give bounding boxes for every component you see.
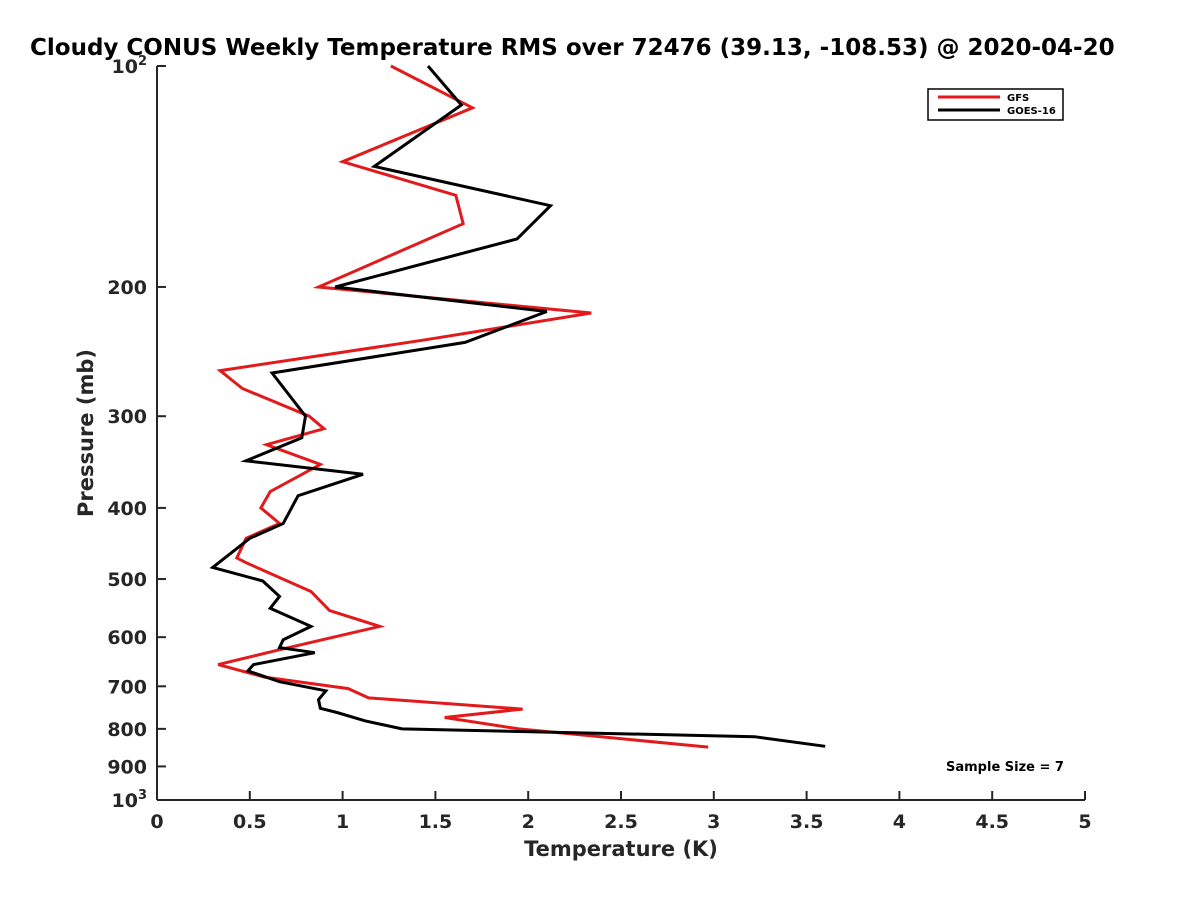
series-line-gfs (216, 64, 709, 749)
chart-title: Cloudy CONUS Weekly Temperature RMS over… (30, 35, 1115, 61)
x-axis-label: Temperature (K) (524, 837, 718, 861)
x-tick-label: 3.5 (790, 811, 824, 833)
legend-label-gfs: GFS (1007, 93, 1029, 104)
x-tick-label: 0.5 (233, 811, 267, 833)
y-tick-label: 600 (107, 627, 147, 649)
x-tick-label: 4 (893, 811, 906, 833)
sample-size-annotation: Sample Size = 7 (946, 760, 1064, 775)
y-tick-label: 102 (112, 54, 148, 78)
y-tick-label: 500 (107, 569, 147, 591)
legend-box (927, 88, 1064, 121)
series-line-goes-16 (209, 65, 826, 748)
y-axis-label: Pressure (mb) (74, 349, 98, 517)
legend-label-goes16: GOES-16 (1007, 106, 1056, 117)
x-tick-label: 3 (707, 811, 720, 833)
y-tick-label: 103 (112, 788, 148, 812)
y-tick-label: 800 (107, 719, 147, 741)
x-tick-label: 2 (522, 811, 535, 833)
x-tick-label: 2.5 (604, 811, 638, 833)
y-tick-label: 200 (107, 277, 147, 299)
x-tick-label: 1.5 (419, 811, 453, 833)
y-tick-label: 700 (107, 676, 147, 698)
x-tick-label: 5 (1078, 811, 1091, 833)
x-tick-label: 4.5 (975, 811, 1009, 833)
x-tick-label: 1 (336, 811, 349, 833)
y-tick-label: 300 (107, 406, 147, 428)
y-tick-label: 900 (107, 756, 147, 778)
series-layer (209, 64, 826, 749)
y-tick-label: 400 (107, 498, 147, 520)
axes: 0 0.5 1 1.5 2 2.5 3 3.5 4 4.5 5 102 200 300 400 500 600 7… (107, 54, 1091, 833)
legend: GFS GOES-16 (927, 88, 1064, 121)
x-tick-label: 0 (150, 811, 163, 833)
